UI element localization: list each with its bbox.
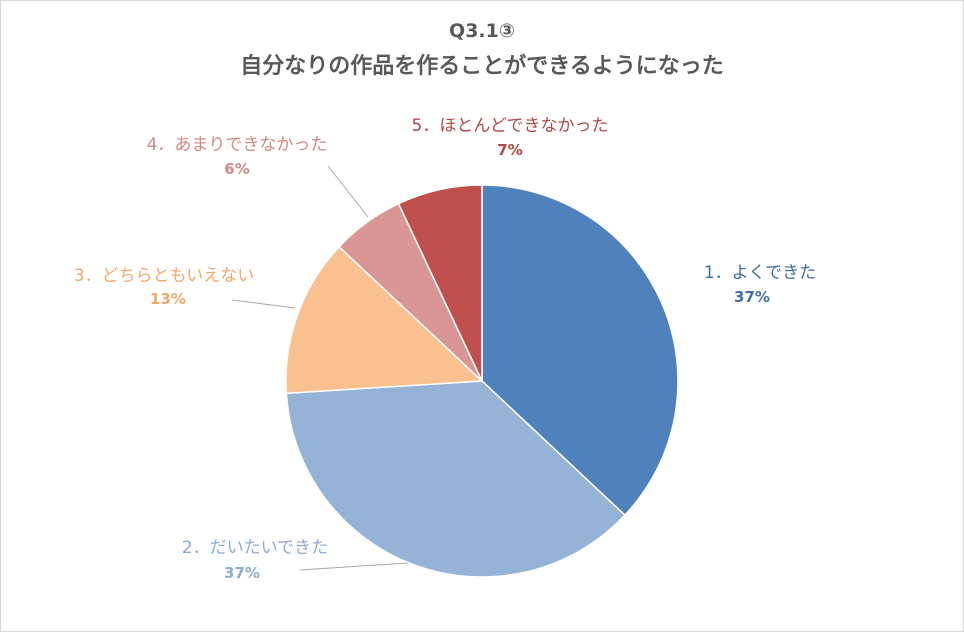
slice-percent-2: 37% — [224, 564, 260, 582]
slice-label-3: 3．どちらともいえない — [74, 266, 254, 286]
pie-slice-1 — [481, 184, 679, 517]
pie-slice-5 — [397, 184, 483, 382]
leader-line-2 — [299, 562, 409, 571]
chart-title: Q3.1③ — [449, 20, 515, 42]
chart-subtitle: 自分なりの作品を作ることができるようになった — [240, 54, 724, 79]
slice-percent-4: 6% — [224, 160, 249, 178]
pie-slice-2 — [285, 380, 626, 578]
slice-percent-3: 13% — [150, 290, 186, 308]
pie-slice-3 — [285, 245, 484, 395]
slice-percent-1: 37% — [734, 288, 770, 306]
leader-line-3 — [231, 299, 296, 309]
leader-line-4 — [327, 165, 369, 218]
slice-percent-5: 7% — [497, 141, 522, 159]
slice-label-1: 1．よくできた — [704, 263, 816, 283]
slice-label-4: 4．あまりできなかった — [147, 135, 328, 155]
slice-label-2: 2．だいたいできた — [182, 538, 328, 558]
slice-label-5: 5．ほとんどできなかった — [412, 116, 609, 136]
